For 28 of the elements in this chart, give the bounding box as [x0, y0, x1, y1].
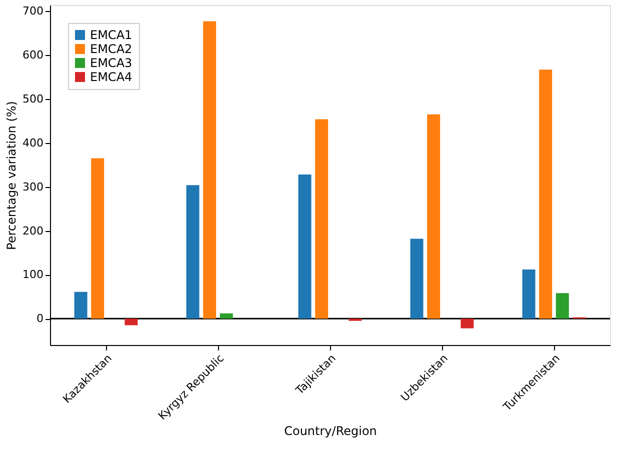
bar	[203, 21, 216, 319]
bar	[522, 269, 536, 319]
y-tick-label: 400	[22, 136, 44, 150]
y-tick-label: 0	[36, 312, 44, 326]
bar	[410, 238, 424, 319]
y-tick-label: 100	[22, 268, 44, 282]
legend-label: EMCA1	[90, 28, 132, 42]
y-tick-label: 500	[22, 92, 44, 106]
bar	[124, 318, 138, 326]
bar	[460, 318, 474, 328]
bar	[315, 119, 328, 319]
bar	[427, 114, 440, 319]
y-tick-label: 300	[22, 180, 44, 194]
y-tick-label: 200	[22, 224, 44, 238]
bar	[91, 158, 104, 319]
y-tick-label: 600	[22, 48, 44, 62]
legend-label: EMCA4	[90, 70, 132, 84]
bar	[556, 293, 569, 319]
legend-label: EMCA3	[90, 56, 132, 70]
x-axis-title: Country/Region	[284, 424, 377, 438]
y-axis-title: Percentage variation (%)	[4, 101, 19, 250]
legend-label: EMCA2	[90, 42, 132, 56]
bar	[539, 70, 552, 319]
bar	[186, 185, 200, 319]
bar	[74, 292, 88, 319]
bar	[220, 313, 233, 319]
bar	[298, 174, 312, 319]
y-tick-label: 700	[22, 4, 44, 18]
